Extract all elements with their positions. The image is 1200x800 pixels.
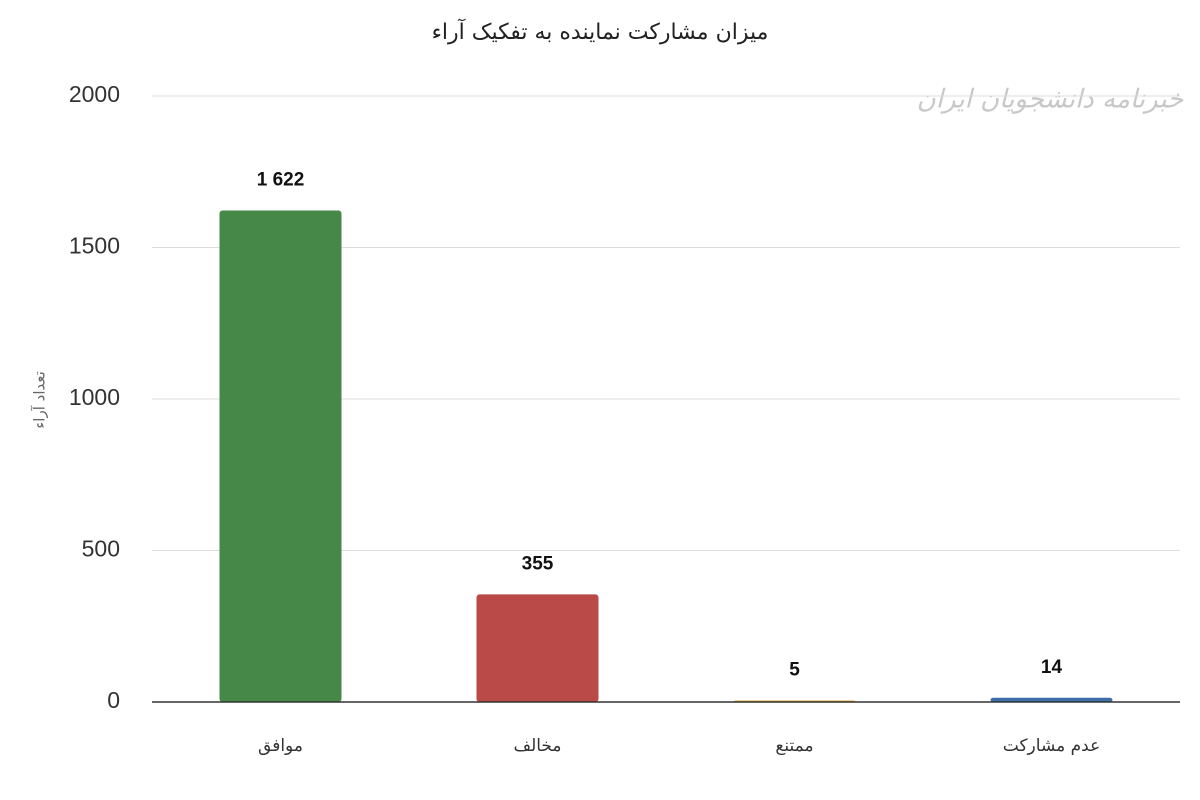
x-tick-label: عدم مشارکت: [1003, 736, 1100, 756]
bar: [476, 594, 599, 702]
watermark: خبرنامه دانشجویان ایران: [917, 85, 1185, 115]
x-tick-label: موافق: [258, 736, 303, 756]
x-tick-label: مخالف: [513, 736, 561, 756]
y-tick-label: 2000: [69, 81, 120, 107]
y-tick-label: 1000: [69, 384, 120, 410]
value-label: 14: [1041, 657, 1063, 678]
bar: [990, 697, 1113, 702]
y-tick-label: 0: [107, 687, 120, 713]
y-tick-label: 500: [82, 536, 120, 562]
y-tick-label: 1500: [69, 233, 120, 259]
bar: [219, 210, 342, 702]
y-axis-label: تعداد آراء: [31, 371, 49, 429]
value-label: 1 622: [257, 170, 305, 191]
x-tick-label: ممتنع: [775, 736, 813, 756]
chart-title: میزان مشارکت نماینده به تفکیک آراء: [432, 18, 769, 45]
value-label: 355: [522, 553, 554, 574]
value-label: 5: [789, 660, 800, 681]
